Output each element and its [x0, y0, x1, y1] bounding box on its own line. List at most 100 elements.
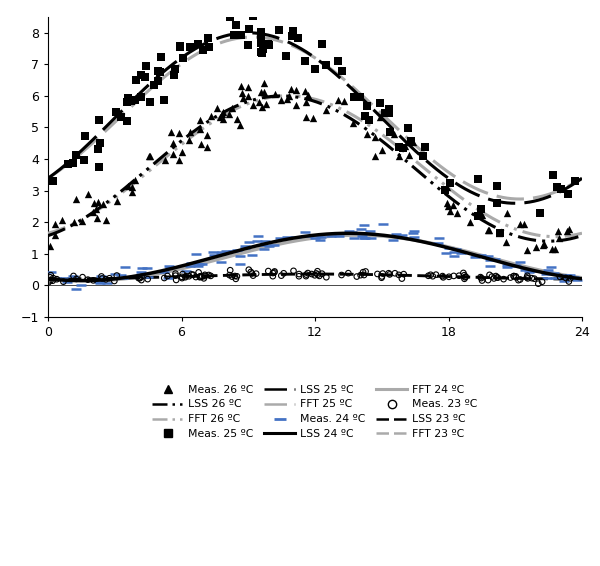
Point [555, 272, 565, 281]
Point [302, 270, 311, 279]
Point [282, 95, 292, 104]
Point [204, 271, 214, 280]
Point [398, 144, 408, 153]
Point [466, 217, 475, 226]
Point [292, 101, 301, 110]
Point [293, 34, 302, 43]
Point [130, 175, 140, 185]
Point [161, 156, 170, 165]
Point [89, 199, 98, 208]
Point [178, 269, 187, 278]
Point [46, 271, 56, 280]
Point [71, 151, 80, 160]
Point [256, 38, 266, 48]
Point [44, 278, 53, 287]
Point [360, 111, 370, 120]
Point [231, 20, 241, 29]
Point [145, 97, 155, 106]
Point [268, 268, 278, 277]
Point [256, 28, 266, 37]
Point [94, 198, 103, 207]
Point [262, 0, 271, 6]
Point [166, 127, 175, 136]
Point [48, 276, 58, 285]
Point [196, 272, 205, 281]
Point [126, 97, 136, 106]
Point [110, 276, 119, 285]
Point [515, 275, 525, 284]
Point [224, 110, 233, 119]
Point [98, 199, 107, 208]
Point [460, 273, 470, 282]
Point [483, 225, 493, 234]
Point [274, 26, 284, 35]
Point [506, 273, 515, 282]
Point [202, 130, 212, 139]
Point [179, 53, 188, 62]
Point [384, 269, 394, 278]
Point [358, 268, 368, 277]
Point [384, 109, 394, 118]
Point [301, 113, 310, 122]
Point [509, 272, 518, 281]
Point [294, 272, 304, 281]
Point [501, 238, 511, 247]
Point [140, 73, 150, 82]
Point [231, 275, 241, 284]
Point [155, 68, 165, 77]
Point [203, 33, 212, 42]
Point [556, 185, 566, 194]
Point [101, 275, 111, 284]
Point [547, 245, 557, 254]
Point [522, 273, 532, 282]
Point [431, 270, 441, 279]
Point [59, 277, 68, 286]
Point [333, 95, 343, 104]
Point [185, 42, 194, 52]
Point [175, 42, 185, 52]
Point [46, 273, 55, 282]
Point [519, 220, 529, 229]
Point [187, 270, 196, 279]
Point [380, 108, 389, 117]
Point [202, 143, 212, 152]
Point [243, 91, 253, 100]
Point [533, 279, 543, 288]
Point [131, 96, 140, 105]
Point [154, 76, 163, 85]
Point [258, 44, 268, 53]
Point [200, 272, 210, 281]
Point [303, 90, 313, 99]
Point [225, 271, 235, 280]
Point [476, 273, 485, 282]
Point [247, 269, 257, 278]
Point [538, 277, 547, 286]
Point [301, 272, 311, 281]
Point [122, 97, 131, 106]
Point [313, 270, 323, 279]
Point [264, 40, 274, 49]
Point [88, 276, 98, 285]
Point [69, 272, 79, 281]
Point [303, 268, 313, 277]
Point [83, 189, 93, 198]
Point [212, 104, 222, 113]
Point [426, 270, 436, 279]
Point [531, 243, 541, 252]
Point [83, 275, 92, 284]
Point [112, 196, 122, 205]
Point [257, 88, 266, 97]
Point [566, 274, 575, 283]
Point [409, 138, 418, 147]
Point [377, 273, 386, 282]
Point [226, 265, 235, 275]
Point [550, 245, 560, 254]
Point [199, 274, 209, 283]
Point [184, 272, 194, 281]
Point [206, 112, 215, 121]
Point [226, 3, 235, 12]
Point [159, 96, 169, 105]
Point [511, 272, 521, 281]
Point [174, 128, 184, 137]
Point [477, 276, 487, 285]
